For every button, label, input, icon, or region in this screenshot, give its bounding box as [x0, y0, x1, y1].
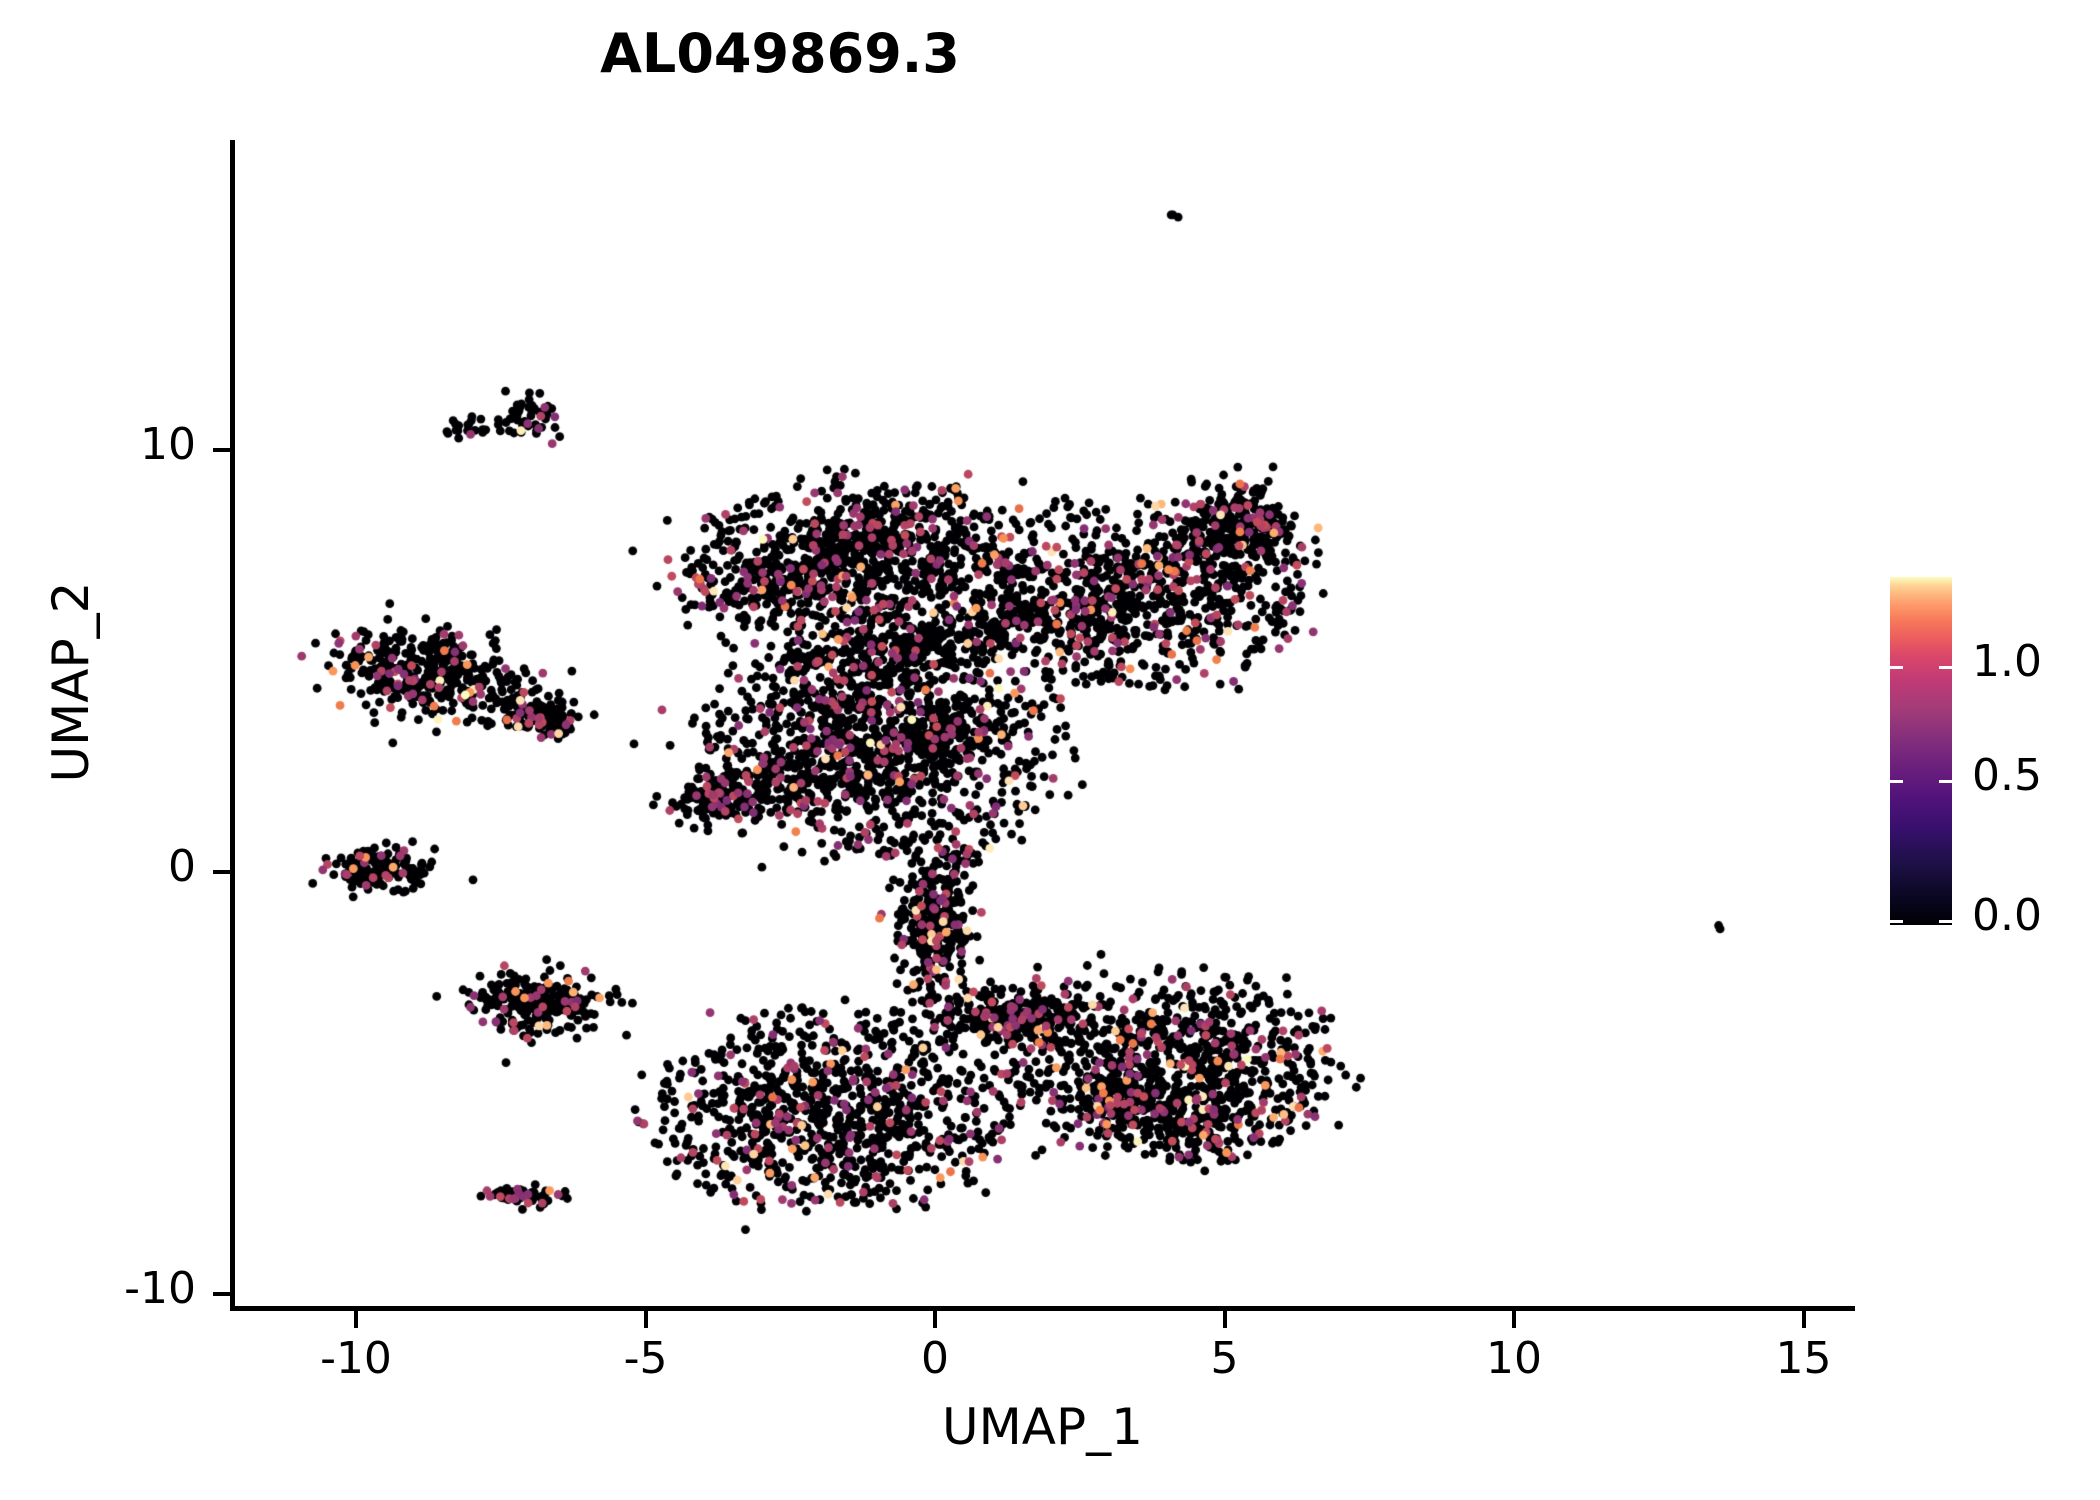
colorbar-tick-0r [1939, 920, 1952, 923]
y-tick-0 [213, 1292, 230, 1296]
page-title: AL049869.3 [600, 22, 960, 85]
y-axis-label: UMAP_2 [42, 581, 100, 783]
colorbar-tick-0 [1890, 920, 1903, 923]
colorbar-label-0: 0.0 [1972, 890, 2042, 941]
x-tick-label-3: 5 [1210, 1333, 1239, 1384]
x-axis-spine [230, 1306, 1855, 1311]
umap-scatter-plot [235, 140, 1855, 1306]
x-axis-label: UMAP_1 [942, 1398, 1143, 1456]
colorbar-label-1: 1.0 [1972, 636, 2042, 687]
x-tick-5 [1801, 1311, 1806, 1328]
colorbar-label-05: 0.5 [1972, 750, 2042, 801]
x-tick-2 [933, 1311, 937, 1328]
x-tick-label-4: 10 [1486, 1333, 1542, 1384]
y-tick-1 [213, 870, 230, 874]
x-tick-4 [1512, 1311, 1516, 1328]
x-tick-label-1: -5 [623, 1333, 668, 1384]
x-tick-1 [643, 1311, 648, 1328]
y-tick-label-0: -10 [124, 1263, 196, 1314]
colorbar-tick-1r [1939, 666, 1952, 669]
y-tick-label-2: 10 [140, 419, 196, 470]
y-tick-label-1: 0 [168, 841, 196, 892]
y-tick-2 [213, 448, 230, 452]
colorbar-tick-05r [1939, 780, 1952, 783]
x-tick-label-5: 15 [1775, 1333, 1832, 1384]
colorbar-tick-05 [1890, 780, 1903, 783]
x-tick-label-0: -10 [320, 1333, 392, 1384]
x-tick-label-2: 0 [921, 1333, 949, 1384]
colorbar-gradient [1890, 577, 1952, 925]
colorbar-tick-1 [1890, 666, 1903, 669]
x-tick-0 [354, 1311, 358, 1328]
x-tick-3 [1222, 1311, 1227, 1328]
y-axis-spine [230, 140, 235, 1311]
